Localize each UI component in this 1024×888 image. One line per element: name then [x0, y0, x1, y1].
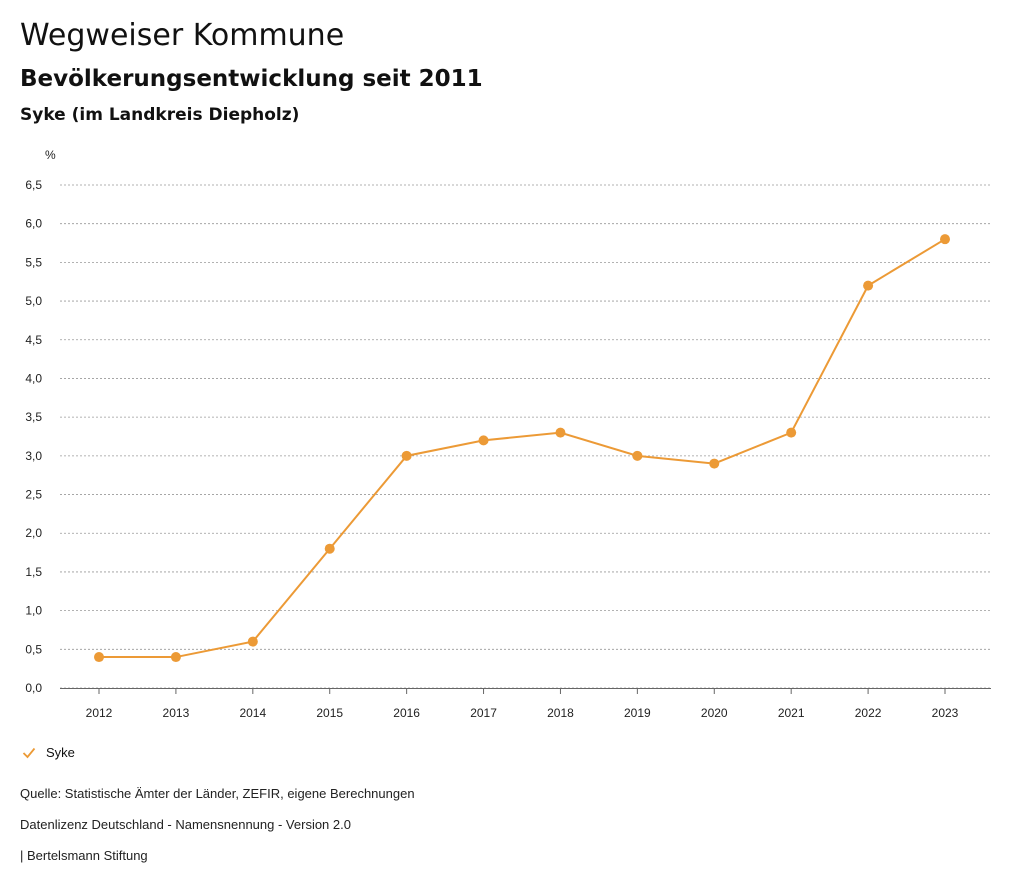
data-point[interactable] — [709, 458, 720, 469]
series-syke — [94, 234, 950, 663]
y-tick-label: 3,0 — [25, 449, 42, 463]
line-chart: 0,0 0,5 1,0 1,5 2,0 2,5 3,0 3,5 4,0 4,5 5,0 5,5 6,0 6… — [25, 148, 991, 720]
x-tick-label: 2021 — [778, 706, 805, 720]
data-point[interactable] — [632, 450, 643, 461]
data-point[interactable] — [247, 636, 258, 647]
y-tick-label: 4,0 — [25, 371, 42, 385]
x-axis: 2012 2013 2014 2015 2016 2017 2018 2019 2020 2021… — [60, 688, 991, 720]
series-line — [99, 238, 946, 659]
x-tick-label: 2022 — [855, 706, 882, 720]
y-tick-label: 1,5 — [25, 565, 42, 579]
y-tick-label: 6,5 — [25, 178, 42, 192]
data-point[interactable] — [478, 435, 489, 446]
y-tick-label: 1,0 — [25, 604, 42, 618]
x-tick-label: 2014 — [239, 706, 266, 720]
legend-label-syke: Syke — [46, 745, 75, 760]
legend[interactable]: Syke — [22, 745, 75, 760]
footer-license: Datenlizenz Deutschland - Namensnennung … — [20, 817, 351, 832]
y-tick-label: 3,5 — [25, 410, 42, 424]
y-axis-ticks: 0,0 0,5 1,0 1,5 2,0 2,5 3,0 3,5 4,0 4,5 5,0 5,5 6,0 6… — [25, 178, 42, 695]
footer-source: Quelle: Statistische Ämter der Länder, Z… — [20, 786, 415, 801]
data-point[interactable] — [555, 427, 566, 438]
y-axis-label: % — [45, 148, 56, 162]
data-point[interactable] — [401, 450, 412, 461]
x-tick-label: 2012 — [86, 706, 113, 720]
footer-publisher: | Bertelsmann Stiftung — [20, 848, 148, 863]
y-tick-label: 6,0 — [25, 217, 42, 231]
y-tick-label: 2,0 — [25, 526, 42, 540]
x-tick-label: 2019 — [624, 706, 651, 720]
data-point[interactable] — [863, 280, 874, 291]
y-tick-label: 5,5 — [25, 255, 42, 269]
y-tick-label: 0,5 — [25, 642, 42, 656]
y-tick-label: 5,0 — [25, 294, 42, 308]
y-tick-label: 4,5 — [25, 333, 42, 347]
grid-lines — [60, 184, 991, 689]
y-tick-label: 0,0 — [25, 681, 42, 695]
x-tick-label: 2013 — [163, 706, 190, 720]
data-point[interactable] — [940, 234, 950, 245]
data-point[interactable] — [786, 427, 797, 438]
x-tick-label: 2023 — [932, 706, 959, 720]
x-tick-label: 2018 — [547, 706, 574, 720]
x-tick-label: 2017 — [470, 706, 497, 720]
data-point[interactable] — [94, 652, 104, 663]
chart-region: Syke (im Landkreis Diepholz) — [20, 105, 300, 125]
x-tick-label: 2015 — [316, 706, 343, 720]
x-tick-label: 2020 — [701, 706, 728, 720]
x-tick-label: 2016 — [393, 706, 420, 720]
chart-subtitle: Bevölkerungsentwicklung seit 2011 — [20, 66, 483, 92]
data-point[interactable] — [170, 652, 181, 663]
checkmark-icon — [22, 747, 36, 758]
y-tick-label: 2,5 — [25, 488, 42, 502]
page-title: Wegweiser Kommune — [20, 18, 345, 53]
data-point[interactable] — [324, 543, 335, 554]
